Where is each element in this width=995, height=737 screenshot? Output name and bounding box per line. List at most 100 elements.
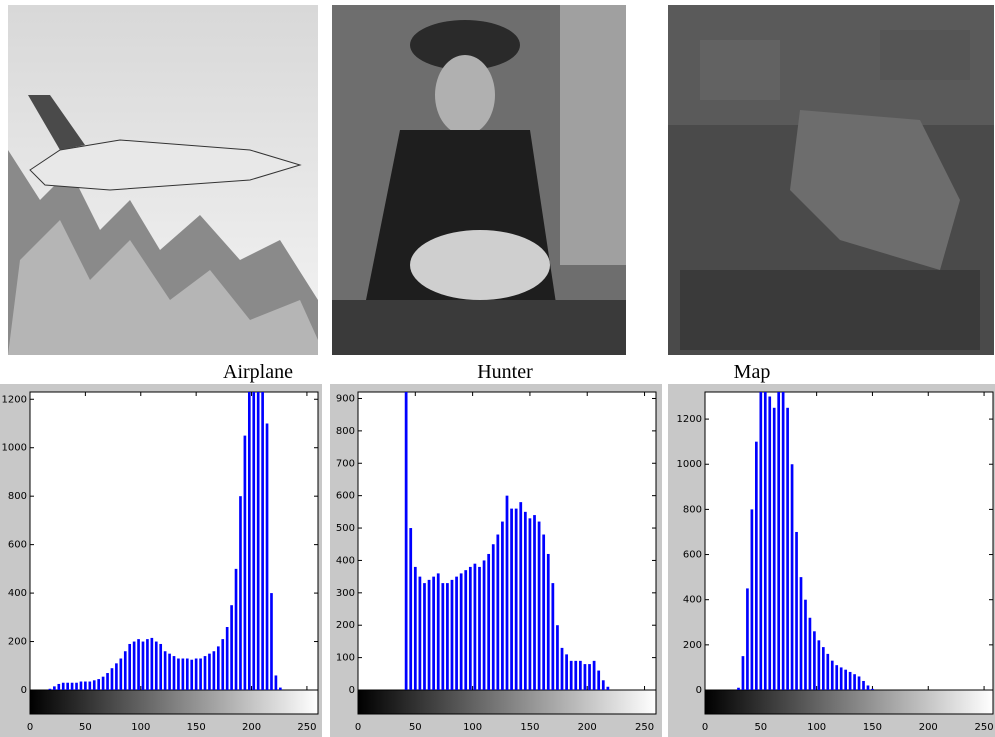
bar bbox=[88, 682, 91, 690]
x-tick-label: 250 bbox=[297, 722, 316, 733]
bar bbox=[515, 509, 518, 690]
x-tick-label: 250 bbox=[635, 722, 654, 733]
bar bbox=[414, 567, 417, 690]
y-tick-label: 400 bbox=[336, 555, 355, 566]
bar bbox=[826, 654, 829, 690]
bar bbox=[579, 661, 582, 690]
bar bbox=[155, 642, 158, 690]
bar bbox=[510, 509, 513, 690]
x-tick-label: 100 bbox=[807, 722, 826, 733]
bar bbox=[66, 683, 69, 690]
bar bbox=[565, 654, 568, 690]
bar bbox=[137, 639, 140, 690]
bar bbox=[849, 672, 852, 690]
bar bbox=[867, 685, 870, 690]
y-tick-label: 200 bbox=[683, 640, 702, 651]
x-tick-label: 200 bbox=[578, 722, 597, 733]
bar bbox=[862, 681, 865, 690]
bar bbox=[547, 554, 550, 690]
bar bbox=[840, 667, 843, 690]
bar bbox=[773, 408, 776, 690]
x-tick-label: 50 bbox=[409, 722, 422, 733]
plot-area bbox=[30, 392, 318, 690]
bar bbox=[75, 683, 78, 690]
bar bbox=[795, 532, 798, 690]
bar bbox=[561, 648, 564, 690]
bar bbox=[746, 588, 749, 690]
bar bbox=[230, 605, 233, 690]
bar bbox=[853, 674, 856, 690]
bar bbox=[764, 363, 767, 690]
bar bbox=[831, 661, 834, 690]
hunter-photo bbox=[332, 5, 626, 355]
bar bbox=[102, 677, 105, 690]
x-tick-label: 250 bbox=[975, 722, 994, 733]
y-tick-label: 500 bbox=[336, 523, 355, 534]
bar bbox=[120, 659, 123, 690]
y-tick-label: 400 bbox=[683, 595, 702, 606]
y-tick-label: 200 bbox=[8, 637, 27, 648]
bar bbox=[441, 583, 444, 690]
bar bbox=[593, 661, 596, 690]
bar bbox=[428, 580, 431, 690]
y-tick-label: 900 bbox=[336, 393, 355, 404]
bar bbox=[751, 509, 754, 690]
bar bbox=[606, 687, 609, 690]
y-tick-label: 600 bbox=[8, 540, 27, 551]
bar bbox=[186, 659, 189, 690]
bar bbox=[542, 535, 545, 690]
bar bbox=[818, 640, 821, 690]
x-tick-label: 0 bbox=[355, 722, 361, 733]
y-tick-label: 0 bbox=[696, 685, 702, 696]
bar bbox=[151, 638, 154, 690]
bar bbox=[213, 651, 216, 690]
bar bbox=[460, 573, 463, 690]
bar bbox=[97, 679, 100, 690]
x-tick-label: 100 bbox=[131, 722, 150, 733]
bar bbox=[80, 682, 83, 690]
bar bbox=[469, 567, 472, 690]
x-tick-label: 50 bbox=[79, 722, 92, 733]
bar bbox=[492, 544, 495, 690]
bar bbox=[800, 577, 803, 690]
bar bbox=[244, 436, 247, 690]
y-tick-label: 1000 bbox=[677, 459, 702, 470]
y-tick-label: 700 bbox=[336, 458, 355, 469]
bar bbox=[437, 573, 440, 690]
bar bbox=[759, 385, 762, 690]
bar bbox=[177, 659, 180, 690]
bar bbox=[106, 673, 109, 690]
bar bbox=[791, 464, 794, 690]
image-caption: Map bbox=[734, 361, 771, 383]
bar bbox=[858, 676, 861, 690]
y-tick-label: 600 bbox=[683, 550, 702, 561]
bar bbox=[164, 651, 167, 690]
figure: Airplane02004006008001000120005010015020… bbox=[0, 0, 995, 737]
bar bbox=[737, 688, 740, 690]
bar bbox=[464, 570, 467, 690]
bar bbox=[755, 442, 758, 690]
bar bbox=[168, 654, 171, 690]
bar bbox=[538, 522, 541, 690]
bar bbox=[275, 675, 278, 690]
bar bbox=[128, 644, 131, 690]
bar bbox=[446, 583, 449, 690]
x-tick-label: 0 bbox=[702, 722, 708, 733]
y-tick-label: 300 bbox=[336, 588, 355, 599]
bar bbox=[62, 683, 65, 690]
bar bbox=[597, 671, 600, 690]
y-tick-label: 400 bbox=[8, 588, 27, 599]
bar bbox=[786, 408, 789, 690]
bar bbox=[199, 659, 202, 690]
x-tick-label: 150 bbox=[187, 722, 206, 733]
bar bbox=[529, 518, 532, 690]
y-tick-label: 1200 bbox=[2, 394, 27, 405]
bar bbox=[261, 351, 264, 690]
bar bbox=[871, 689, 874, 690]
bar bbox=[822, 647, 825, 690]
bar bbox=[159, 644, 162, 690]
bar bbox=[146, 639, 149, 690]
y-tick-label: 0 bbox=[21, 685, 27, 696]
bar bbox=[409, 528, 412, 690]
